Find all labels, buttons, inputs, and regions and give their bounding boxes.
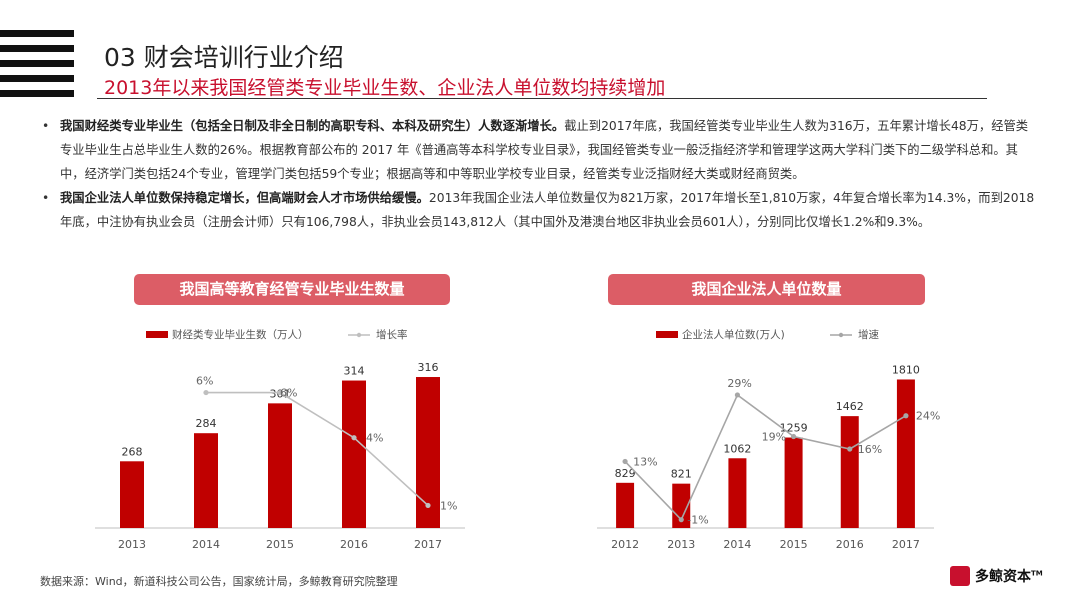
bullet-dot: • (42, 191, 50, 205)
growth-point (622, 458, 628, 465)
legend-bar-label: 企业法人单位数(万人) (682, 328, 785, 341)
growth-line (206, 391, 429, 507)
bar (616, 482, 635, 528)
bar-value-label: 1062 (723, 442, 751, 455)
bar (728, 458, 747, 528)
bullet-text: 2013年我国企业法人单位数量仅为821万家，2017年增长至1,810万家，4… (60, 191, 1035, 229)
bar-value-label: 1810 (892, 363, 920, 376)
subtitle-divider (97, 98, 987, 99)
company-logo: 多鲸资本TM (950, 566, 1043, 586)
bar-value-label: 1462 (836, 400, 864, 413)
x-tick-label: 2013 (667, 538, 695, 551)
x-tick-label: 2015 (780, 538, 808, 551)
bullet-dot: • (42, 119, 50, 133)
growth-point (277, 389, 283, 396)
data-source: 数据来源：Wind，新道科技公司公告，国家统计局，多鲸教育研究院整理 (40, 575, 398, 588)
growth-label: 1% (440, 499, 457, 512)
growth-label: 13% (633, 455, 657, 468)
growth-point (678, 517, 684, 523)
growth-point (903, 413, 909, 419)
growth-point (847, 446, 853, 452)
bar (840, 416, 859, 528)
bar (784, 437, 803, 528)
growth-point (203, 389, 209, 396)
bar (120, 461, 144, 528)
bullet-text: 截止到2017年底，我国经管类专业毕业生人数为316万，五年累计增长48万，经管… (60, 119, 1029, 181)
logo-brand: 多鲸资本TM (975, 569, 1043, 585)
growth-label: 6% (196, 375, 213, 388)
legend-line-label: 增长率 (376, 328, 408, 341)
growth-label: 4% (366, 432, 383, 445)
bullet-lead: 我国企业法人单位数保持稳定增长，但高端财会人才市场供给缓慢。 (60, 191, 429, 205)
legend-line-label: 增速 (858, 328, 879, 341)
x-tick-label: 2017 (414, 538, 442, 551)
bar-value-label: 268 (122, 445, 143, 458)
bar-value-label: 821 (671, 468, 692, 481)
bar (194, 433, 218, 528)
x-tick-label: 2012 (611, 538, 639, 551)
chart-2-title: 我国企业法人单位数量 (608, 274, 925, 305)
bar-value-label: 829 (615, 467, 636, 480)
decorative-stripes (0, 30, 74, 105)
chart-legend: 财经类专业毕业生数（万人） 增长率 (146, 328, 408, 341)
growth-point (351, 435, 357, 441)
bar-value-label: 316 (418, 361, 439, 374)
chart-graduates: 财经类专业毕业生数（万人）增长率268201328420143012015314… (95, 328, 465, 551)
growth-point (790, 433, 797, 440)
x-tick-label: 2014 (723, 538, 751, 551)
growth-label: 29% (727, 377, 751, 390)
chart-1-title: 我国高等教育经管专业毕业生数量 (134, 274, 450, 305)
chart-enterprises: 企业法人单位数(万人) 增速829201282120131062201412592… (597, 328, 940, 551)
x-tick-label: 2016 (836, 538, 864, 551)
bar (268, 403, 292, 528)
x-tick-label: 2014 (192, 538, 220, 551)
bar (672, 483, 691, 528)
legend-bar-swatch (146, 331, 168, 338)
bar (342, 380, 366, 528)
legend-bar-swatch (656, 331, 678, 338)
bullet-list: • 我国财经类专业毕业生（包括全日制及非全日制的高职专科、本科及研究生）人数逐渐… (40, 114, 1040, 234)
x-tick-label: 2015 (266, 538, 294, 551)
growth-label: 6% (280, 387, 297, 400)
x-tick-label: 2016 (340, 538, 368, 551)
bar-value-label: 284 (196, 417, 217, 430)
growth-point (734, 392, 741, 398)
x-tick-label: 2017 (892, 538, 920, 551)
growth-label: 16% (858, 443, 882, 456)
logo-mark-icon (950, 566, 970, 586)
bullet-lead: 我国财经类专业毕业生（包括全日制及非全日制的高职专科、本科及研究生）人数逐渐增长… (60, 119, 565, 133)
growth-label: 24% (916, 410, 940, 423)
growth-label: -1% (687, 514, 708, 527)
growth-label: 19% (762, 431, 786, 444)
chart-legend: 企业法人单位数(万人) 增速 (656, 328, 879, 341)
legend-bar-label: 财经类专业毕业生数（万人） (172, 328, 309, 341)
growth-point (425, 502, 431, 509)
growth-line (624, 393, 907, 522)
bar (896, 379, 915, 528)
legend-line-marker (356, 332, 362, 338)
bar-value-label: 314 (344, 365, 365, 378)
x-tick-label: 2013 (118, 538, 146, 551)
page-subtitle: 2013年以来我国经管类专业毕业生数、企业法人单位数均持续增加 (104, 77, 666, 99)
legend-line-marker (838, 332, 844, 338)
bullet-item: • 我国企业法人单位数保持稳定增长，但高端财会人才市场供给缓慢。2013年我国企… (40, 186, 1040, 234)
bullet-item: • 我国财经类专业毕业生（包括全日制及非全日制的高职专科、本科及研究生）人数逐渐… (40, 114, 1040, 186)
page-title: 03 财会培训行业介绍 (104, 43, 344, 72)
